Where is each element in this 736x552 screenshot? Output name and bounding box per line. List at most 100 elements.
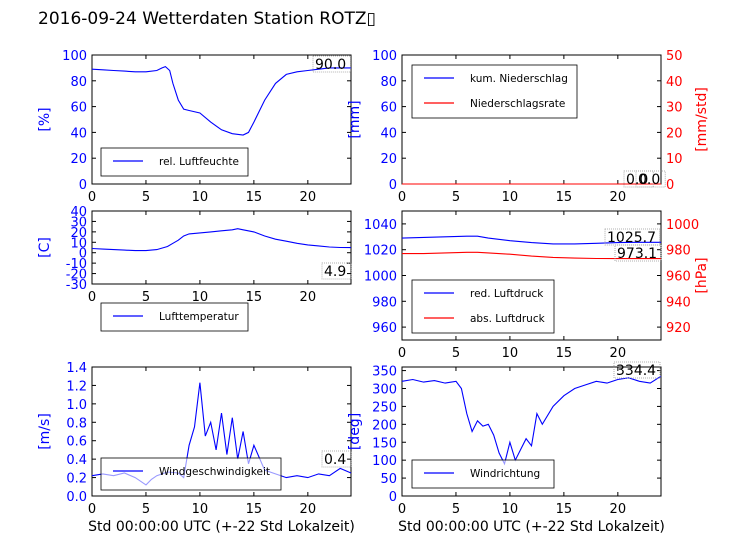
x-tick-label: 20 [300, 502, 317, 517]
y2-tick-label: 940 [666, 295, 691, 310]
y-tick-label: 350 [372, 365, 397, 380]
y-tick-label: 0 [79, 178, 87, 193]
legend-entry: rel. Luftfeuchte [159, 156, 239, 168]
plot-frame [91, 366, 352, 497]
y-tick-label: 30 [70, 215, 87, 230]
legend-box [411, 64, 578, 119]
y-tick-label: 200 [372, 418, 397, 433]
y-tick-label: 20 [380, 152, 397, 167]
plot-frame [91, 54, 352, 185]
y-tick-label: 1040 [364, 218, 397, 233]
y-tick-label: 80 [70, 75, 87, 90]
y2-tick-label: 50 [666, 49, 683, 64]
x-tick-label: 10 [192, 290, 209, 305]
y-axis-label: [deg] [347, 413, 363, 450]
annotation-box [312, 55, 351, 73]
y-tick-label: 50 [380, 472, 397, 487]
annotation-label: 1025.7 [607, 230, 656, 246]
x-tick-label: 5 [142, 502, 150, 517]
legend-entry: Niederschlagsrate [470, 98, 565, 110]
y-tick-label: -30 [66, 278, 87, 293]
annotation-label: 973.1 [617, 246, 657, 262]
x-tick-label: 5 [142, 290, 150, 305]
y2-tick-label: 30 [666, 101, 683, 116]
x-tick-label: 0 [88, 290, 96, 305]
series-line-1 [91, 228, 352, 252]
y-tick-label: 0.2 [66, 472, 87, 487]
y2-tick-label: 1000 [666, 218, 699, 233]
y-tick-label: 0.6 [66, 435, 87, 450]
legend-entry: Windgeschwindigkeit [159, 466, 270, 478]
y2-tick-label: 980 [666, 244, 691, 259]
y-tick-label: 1000 [364, 270, 397, 285]
y-tick-label: 1.0 [66, 398, 87, 413]
y-tick-label: 100 [62, 49, 87, 64]
annotation-box [614, 244, 662, 262]
x-tick-label: 0 [88, 502, 96, 517]
x-tick-label: 5 [452, 190, 460, 205]
series-line-1 [401, 375, 662, 466]
y2-axis-label: [hPa] [694, 257, 710, 293]
y2-tick-label: 960 [666, 270, 691, 285]
y-tick-label: 1.4 [66, 361, 87, 376]
legend-entry: red. Luftdruck [470, 288, 544, 300]
x-tick-label: 15 [246, 290, 263, 305]
y-tick-label: 0.4 [66, 453, 87, 468]
y2-tick-label: 920 [666, 321, 691, 336]
y2-tick-label: 40 [666, 75, 683, 90]
annotation-box [635, 170, 666, 188]
y-tick-label: 60 [70, 101, 87, 116]
x-tick-label: 10 [502, 190, 519, 205]
annotation-label: 0.0 [638, 172, 660, 188]
x-tick-label: 20 [610, 190, 627, 205]
y-tick-label: -20 [66, 268, 87, 283]
x-axis-label: Std 00:00:00 UTC (+-22 Std Lokalzeit) [88, 519, 355, 535]
y-tick-label: 100 [372, 49, 397, 64]
x-tick-label: 15 [246, 190, 263, 205]
annotation-box [604, 228, 660, 246]
y-tick-label: 20 [70, 226, 87, 241]
x-tick-label: 5 [452, 346, 460, 361]
y-axis-label: [mm] [347, 100, 363, 138]
y-tick-label: 40 [70, 205, 87, 220]
y-tick-label: 40 [70, 126, 87, 141]
legend-entry: abs. Luftdruck [470, 313, 546, 325]
y-tick-label: 80 [380, 75, 397, 90]
annotation-label: 334.4 [616, 363, 656, 379]
annotation-label: 0.0 [626, 172, 648, 188]
legend-box [100, 457, 282, 491]
annotation-label: 4.9 [324, 264, 346, 280]
x-tick-label: 20 [300, 290, 317, 305]
y-tick-label: 250 [372, 400, 397, 415]
y2-tick-label: 10 [666, 152, 683, 167]
y-tick-label: 10 [70, 236, 87, 251]
legend-box [411, 279, 555, 334]
x-tick-label: 0 [398, 346, 406, 361]
x-tick-label: 10 [192, 190, 209, 205]
plot-frame [91, 210, 352, 285]
y-tick-label: 0.0 [66, 490, 87, 505]
x-tick-label: 15 [556, 190, 573, 205]
annotation-label: 0.4 [324, 452, 346, 468]
legend-entry: Lufttemperatur [159, 311, 239, 323]
x-tick-label: 20 [610, 346, 627, 361]
annotation-box [613, 361, 661, 379]
y-tick-label: 100 [372, 454, 397, 469]
x-tick-label: 20 [610, 502, 627, 517]
legend-box [100, 302, 249, 332]
y-axis-label: [%] [37, 107, 53, 131]
y-axis-label: [C] [37, 237, 53, 258]
y-axis-label: [m/s] [37, 413, 53, 450]
x-tick-label: 15 [556, 502, 573, 517]
y-tick-label: 960 [372, 321, 397, 336]
y-tick-label: 150 [372, 436, 397, 451]
y-tick-label: 40 [380, 126, 397, 141]
annotation-label: 90.0 [315, 57, 346, 73]
y2-tick-label: 0 [666, 178, 674, 193]
x-tick-label: 15 [246, 502, 263, 517]
series-line-1 [91, 65, 351, 136]
legend-box [100, 147, 249, 177]
annotation-box [321, 262, 352, 280]
y-tick-label: 0 [389, 490, 397, 505]
